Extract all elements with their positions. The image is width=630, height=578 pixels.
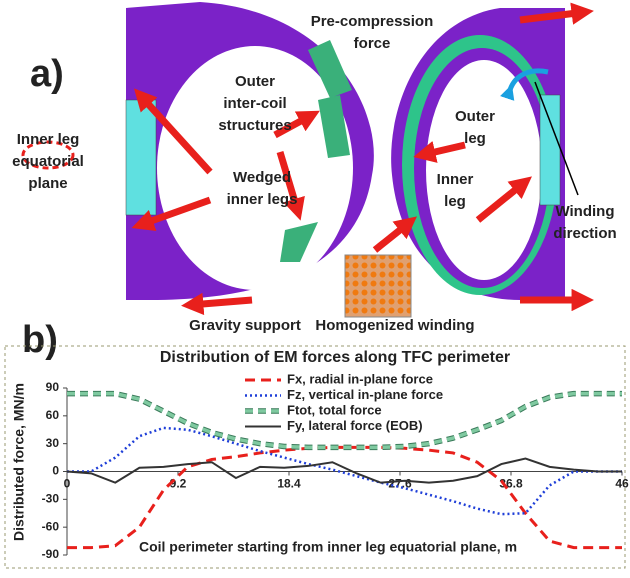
annotation: Pre-compression [311, 13, 434, 30]
y-tick-label: 60 [46, 408, 60, 422]
annotation: structures [218, 117, 291, 134]
annotation: equatorial [12, 153, 84, 170]
legend-label: Fy, lateral force (EOB) [287, 418, 423, 433]
x-tick-label: 27.6 [388, 477, 412, 491]
annotation: Homogenized winding [315, 317, 474, 334]
annotation: Gravity support [189, 317, 301, 334]
panel-label: a) [30, 53, 64, 95]
annotation: inter-coil [223, 95, 286, 112]
annotation: leg [444, 193, 466, 210]
y-tick-label: -30 [42, 492, 60, 506]
x-tick-label: 0 [64, 477, 71, 491]
annotation: plane [28, 175, 67, 192]
y-tick-label: -60 [42, 519, 60, 533]
y-tick-label: 30 [46, 436, 60, 450]
annotation: inner legs [227, 191, 298, 208]
annotation: leg [464, 130, 486, 147]
annotation: Inner [437, 171, 474, 188]
chart-title: Distribution of EM forces along TFC peri… [160, 349, 510, 366]
annotation: Outer [455, 108, 495, 125]
annotation: direction [553, 225, 616, 242]
annotation: force [354, 35, 391, 52]
legend-label: Fx, radial in-plane force [287, 371, 433, 386]
y-tick-label: 90 [46, 380, 60, 394]
panel-label: b) [22, 319, 58, 361]
annotation: Inner leg [17, 131, 80, 148]
x-axis-label: Coil perimeter starting from inner leg e… [139, 539, 517, 555]
y-axis-label: Distributed force, MN/m [11, 383, 27, 541]
annotation: Outer [235, 73, 275, 90]
legend-label: Ftot, total force [287, 402, 382, 417]
legend-label: Fz, vertical in-plane force [287, 387, 443, 402]
series-line [67, 459, 622, 483]
x-tick-label: 18.4 [277, 477, 301, 491]
figure: a) Pre-compression force Outer inter-coil st… [0, 0, 630, 573]
annotation: Wedged [233, 169, 291, 186]
y-tick-label: 0 [52, 464, 59, 478]
x-tick-label: 46 [615, 477, 629, 491]
panel-a-drawing [23, 2, 585, 317]
y-tick-label: -90 [42, 547, 60, 561]
annotation: Winding [555, 203, 614, 220]
